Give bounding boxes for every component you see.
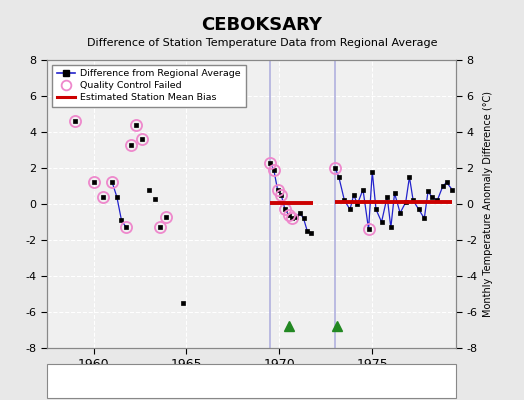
Text: ■: ■ [364,374,374,384]
Text: CEBOKSARY: CEBOKSARY [202,16,322,34]
Legend: Difference from Regional Average, Quality Control Failed, Estimated Station Mean: Difference from Regional Average, Qualit… [52,65,246,107]
Text: ▼: ▼ [238,374,246,384]
Text: Time of Obs. Change: Time of Obs. Change [247,375,342,384]
Text: Difference of Station Temperature Data from Regional Average: Difference of Station Temperature Data f… [87,38,437,48]
Text: Station Move: Station Move [67,375,126,384]
Y-axis label: Monthly Temperature Anomaly Difference (°C): Monthly Temperature Anomaly Difference (… [483,91,493,317]
Text: ▲: ▲ [149,374,157,384]
Text: Berkeley Earth: Berkeley Earth [384,388,456,398]
Text: Record Gap: Record Gap [158,375,211,384]
Text: ◆: ◆ [58,374,65,384]
Text: Empirical Break: Empirical Break [373,375,444,384]
